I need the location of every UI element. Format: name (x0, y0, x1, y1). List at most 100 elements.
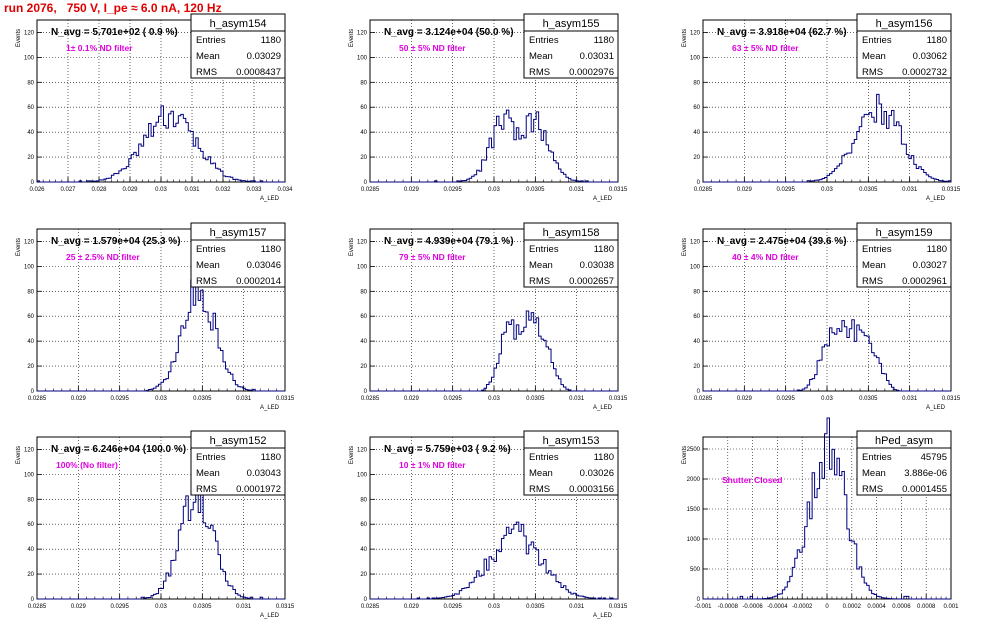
stat-label: Entries (196, 35, 226, 46)
y-tick-label: 40 (360, 130, 367, 136)
y-tick-label: 20 (693, 155, 700, 161)
stat-label: Mean (862, 468, 886, 479)
stat-value: 0.0001455 (902, 484, 947, 495)
stat-label: Entries (862, 452, 892, 463)
y-tick-label: 100 (357, 472, 368, 478)
y-axis-label: Events (349, 238, 355, 256)
navg-label: N_avg = 3.124e+04 (50.0 %) (384, 27, 514, 38)
filter-annotation: 40 ± 4% ND filter (732, 252, 799, 262)
stat-value: 0.0002014 (236, 276, 281, 287)
x-tick-label: 0.0295 (443, 187, 462, 193)
stat-label: Mean (862, 51, 886, 62)
y-tick-label: 120 (690, 30, 701, 36)
filter-annotation: 79 ± 5% ND filter (399, 252, 466, 262)
x-tick-label: 0.0285 (361, 187, 380, 193)
navg-label: N_avg = 5.701e+02 ( 0.9 %) (51, 27, 178, 38)
y-tick-label: 100 (24, 55, 35, 61)
y-tick-label: 40 (360, 547, 367, 553)
x-axis-label: A_LED (593, 405, 613, 411)
y-tick-label: 500 (690, 567, 701, 573)
x-tick-label: 0.03 (821, 187, 833, 193)
x-tick-label: 0.0305 (193, 604, 212, 610)
histogram-line (370, 109, 618, 183)
stat-value: 45795 (921, 452, 947, 463)
stat-label: Entries (196, 244, 226, 255)
y-tick-label: 100 (24, 264, 35, 270)
stat-label: RMS (862, 276, 883, 287)
y-tick-label: 100 (357, 55, 368, 61)
x-tick-label: 0.031 (569, 187, 585, 193)
y-tick-label: 0 (31, 389, 35, 395)
y-tick-label: 60 (27, 314, 34, 320)
stat-label: Entries (196, 452, 226, 463)
y-tick-label: 0 (31, 180, 35, 186)
x-tick-label: 0.0285 (28, 604, 47, 610)
y-tick-label: 1500 (687, 507, 701, 513)
filter-annotation: 63 ± 5% ND filter (732, 43, 799, 53)
x-tick-label: 0.0008 (917, 604, 936, 610)
x-tick-label: -0.001 (694, 604, 712, 610)
x-axis-label: A_LED (926, 405, 946, 411)
x-tick-label: 0.031 (569, 396, 585, 402)
x-tick-label: 0.03 (488, 604, 500, 610)
y-axis-label: Events (682, 29, 688, 47)
y-tick-label: 80 (27, 497, 34, 503)
stat-label: RMS (862, 67, 883, 78)
stats-box (856, 222, 952, 288)
x-tick-label: 0.027 (60, 187, 76, 193)
x-tick-label: 0.0305 (859, 187, 878, 193)
y-tick-label: 100 (690, 264, 701, 270)
stat-value: 0.03043 (247, 468, 281, 479)
x-tick-label: 0.031 (236, 396, 252, 402)
histogram-name: h_asym157 (210, 227, 267, 239)
stat-value: 1180 (594, 244, 614, 255)
filter-annotation: 50 ± 5% ND filter (399, 43, 466, 53)
x-tick-label: 0.029 (71, 396, 87, 402)
x-axis-label: A_LED (260, 613, 280, 619)
stats-box (856, 430, 952, 496)
histogram-line (703, 93, 952, 183)
histogram-name: hPed_asym (875, 435, 933, 447)
y-tick-label: 120 (357, 30, 368, 36)
navg-label: N_avg = 2.475e+04 (39.6 %) (717, 236, 847, 247)
y-tick-label: 40 (27, 547, 34, 553)
x-tick-label: 0.0285 (694, 187, 713, 193)
x-tick-label: 0.0002 (843, 604, 862, 610)
x-tick-label: 0.029 (404, 396, 420, 402)
stat-value: 1180 (261, 452, 281, 463)
stat-label: Entries (529, 244, 559, 255)
y-tick-label: 20 (360, 155, 367, 161)
filter-annotation: 10 ± 1% ND filter (399, 460, 466, 470)
stats-box (523, 430, 619, 496)
y-tick-label: 20 (27, 572, 34, 578)
x-tick-label: 0.028 (91, 187, 107, 193)
x-tick-label: 0.031 (236, 604, 252, 610)
histogram-line (370, 521, 618, 600)
stat-label: Mean (862, 260, 886, 271)
x-tick-label: 0.033 (246, 187, 262, 193)
x-tick-label: 0.0285 (361, 396, 380, 402)
y-tick-label: 80 (27, 289, 34, 295)
stat-label: RMS (196, 484, 217, 495)
x-tick-label: 0.0305 (193, 396, 212, 402)
stat-label: RMS (529, 67, 550, 78)
y-tick-label: 120 (357, 447, 368, 453)
navg-label: N_avg = 6.246e+04 (100.0 %) (51, 444, 186, 455)
stat-value: 0.03026 (580, 468, 614, 479)
y-tick-label: 80 (360, 289, 367, 295)
y-tick-label: 120 (24, 447, 35, 453)
x-tick-label: 0.029 (737, 187, 753, 193)
histogram-line (37, 279, 285, 392)
y-tick-label: 20 (693, 364, 700, 370)
histogram-line (703, 417, 951, 600)
x-tick-label: 0.03 (155, 604, 167, 610)
y-tick-label: 0 (364, 597, 368, 603)
y-tick-label: 0 (31, 597, 35, 603)
stat-label: Entries (862, 244, 892, 255)
x-tick-label: 0.0295 (110, 604, 129, 610)
stat-value: 0.03062 (913, 51, 947, 62)
histogram-name: h_asym156 (876, 18, 933, 30)
y-tick-label: 120 (24, 239, 35, 245)
x-tick-label: 0.0315 (609, 187, 628, 193)
x-tick-label: 0.0295 (110, 396, 129, 402)
